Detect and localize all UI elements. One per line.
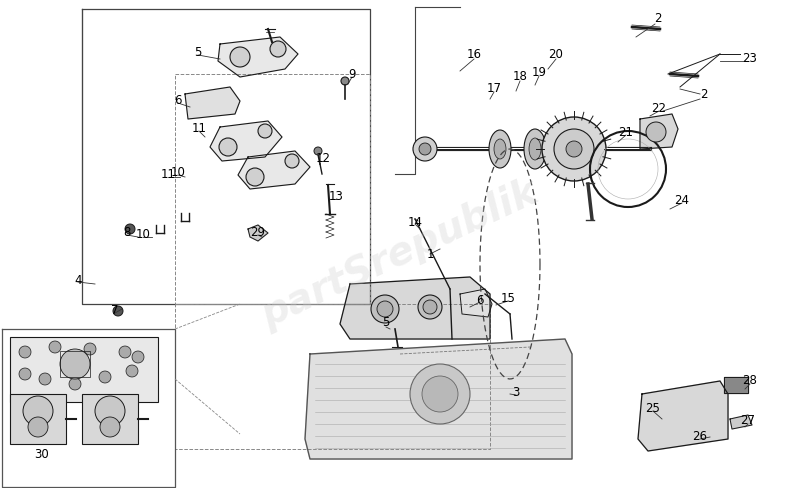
Polygon shape — [218, 38, 298, 78]
Text: 11: 11 — [191, 121, 206, 134]
Text: 22: 22 — [651, 102, 666, 114]
Text: 29: 29 — [250, 225, 266, 238]
Circle shape — [413, 138, 437, 162]
Circle shape — [285, 155, 299, 169]
Circle shape — [19, 346, 31, 358]
Circle shape — [132, 351, 144, 363]
Text: 21: 21 — [618, 125, 634, 138]
Circle shape — [270, 42, 286, 58]
Circle shape — [100, 417, 120, 437]
Polygon shape — [305, 339, 572, 459]
Circle shape — [423, 301, 437, 314]
Text: 19: 19 — [531, 65, 546, 79]
Ellipse shape — [494, 140, 506, 160]
Circle shape — [69, 378, 81, 390]
Bar — [82, 394, 138, 444]
Polygon shape — [730, 415, 752, 429]
Circle shape — [246, 169, 264, 186]
Text: 24: 24 — [674, 193, 690, 206]
Text: 1: 1 — [426, 248, 434, 261]
Circle shape — [371, 295, 399, 324]
Text: 7: 7 — [111, 303, 118, 316]
Text: 23: 23 — [742, 51, 758, 64]
Circle shape — [113, 306, 123, 316]
Circle shape — [95, 396, 125, 426]
Text: 18: 18 — [513, 70, 527, 83]
Text: 11: 11 — [161, 167, 175, 180]
Polygon shape — [238, 152, 310, 190]
Circle shape — [119, 346, 131, 358]
Text: partSrepublik: partSrepublik — [255, 173, 545, 334]
Text: 13: 13 — [329, 189, 343, 202]
Ellipse shape — [524, 130, 546, 170]
Text: 6: 6 — [174, 93, 182, 106]
Circle shape — [554, 130, 594, 170]
Circle shape — [422, 376, 458, 412]
Text: 5: 5 — [382, 316, 390, 329]
Text: 9: 9 — [348, 67, 356, 81]
Text: 28: 28 — [742, 374, 758, 386]
Text: 12: 12 — [315, 151, 330, 164]
Circle shape — [126, 365, 138, 377]
Ellipse shape — [489, 131, 511, 169]
Circle shape — [99, 371, 111, 383]
Circle shape — [125, 224, 135, 235]
Circle shape — [542, 118, 606, 182]
Polygon shape — [460, 289, 492, 317]
Text: 2: 2 — [700, 88, 708, 102]
Text: 4: 4 — [74, 273, 82, 286]
Circle shape — [39, 373, 51, 385]
Circle shape — [314, 148, 322, 156]
Circle shape — [646, 123, 666, 142]
Text: 8: 8 — [123, 225, 130, 238]
Text: 14: 14 — [407, 215, 422, 228]
Text: 26: 26 — [693, 429, 707, 443]
Bar — [10, 394, 66, 444]
Bar — [60, 351, 90, 377]
Circle shape — [28, 417, 48, 437]
Polygon shape — [340, 278, 490, 339]
Text: 15: 15 — [501, 291, 515, 304]
Circle shape — [377, 302, 393, 317]
Text: 30: 30 — [34, 447, 50, 461]
Circle shape — [23, 396, 53, 426]
Text: 27: 27 — [741, 414, 755, 427]
Circle shape — [418, 295, 442, 319]
Text: 20: 20 — [549, 48, 563, 61]
Circle shape — [230, 48, 250, 68]
Circle shape — [49, 341, 61, 353]
Polygon shape — [185, 88, 240, 120]
Circle shape — [410, 364, 470, 424]
Circle shape — [19, 368, 31, 380]
Bar — [10, 337, 158, 402]
Text: 17: 17 — [486, 81, 502, 94]
Text: 10: 10 — [135, 227, 150, 240]
Circle shape — [258, 125, 272, 139]
Circle shape — [60, 349, 90, 379]
Circle shape — [419, 143, 431, 156]
Text: 5: 5 — [194, 45, 202, 59]
Text: 2: 2 — [654, 12, 662, 24]
Circle shape — [341, 78, 349, 86]
Ellipse shape — [529, 139, 541, 161]
Text: 3: 3 — [512, 386, 520, 399]
Polygon shape — [210, 122, 282, 162]
Polygon shape — [248, 225, 268, 242]
Circle shape — [219, 139, 237, 157]
Text: 6: 6 — [476, 293, 484, 306]
Circle shape — [566, 142, 582, 158]
Polygon shape — [640, 115, 678, 150]
Polygon shape — [724, 377, 748, 393]
Polygon shape — [638, 381, 728, 451]
Text: 10: 10 — [170, 165, 186, 178]
Text: 16: 16 — [466, 48, 482, 61]
Circle shape — [84, 343, 96, 355]
Text: 25: 25 — [646, 401, 661, 414]
